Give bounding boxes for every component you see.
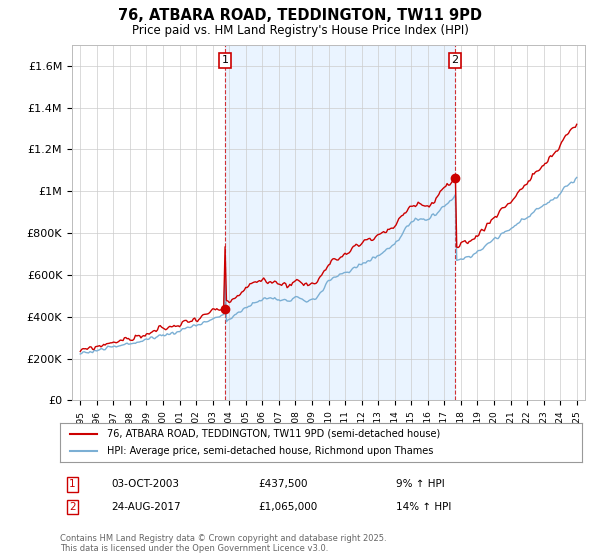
- Text: Contains HM Land Registry data © Crown copyright and database right 2025.
This d: Contains HM Land Registry data © Crown c…: [60, 534, 386, 553]
- Bar: [225, 45, 455, 400]
- Text: 2: 2: [69, 502, 76, 512]
- Text: 76, ATBARA ROAD, TEDDINGTON, TW11 9PD: 76, ATBARA ROAD, TEDDINGTON, TW11 9PD: [118, 8, 482, 24]
- Text: 1: 1: [221, 55, 229, 66]
- Text: 14% ↑ HPI: 14% ↑ HPI: [396, 502, 451, 512]
- Text: £1,065,000: £1,065,000: [258, 502, 317, 512]
- Text: 76, ATBARA ROAD, TEDDINGTON, TW11 9PD (semi-detached house): 76, ATBARA ROAD, TEDDINGTON, TW11 9PD (s…: [107, 429, 440, 439]
- Text: 2: 2: [451, 55, 458, 66]
- Text: 03-OCT-2003: 03-OCT-2003: [111, 479, 179, 489]
- Text: 24-AUG-2017: 24-AUG-2017: [111, 502, 181, 512]
- Text: £437,500: £437,500: [258, 479, 308, 489]
- Text: HPI: Average price, semi-detached house, Richmond upon Thames: HPI: Average price, semi-detached house,…: [107, 446, 433, 456]
- Text: 9% ↑ HPI: 9% ↑ HPI: [396, 479, 445, 489]
- Text: Price paid vs. HM Land Registry's House Price Index (HPI): Price paid vs. HM Land Registry's House …: [131, 24, 469, 36]
- Text: 1: 1: [69, 479, 76, 489]
